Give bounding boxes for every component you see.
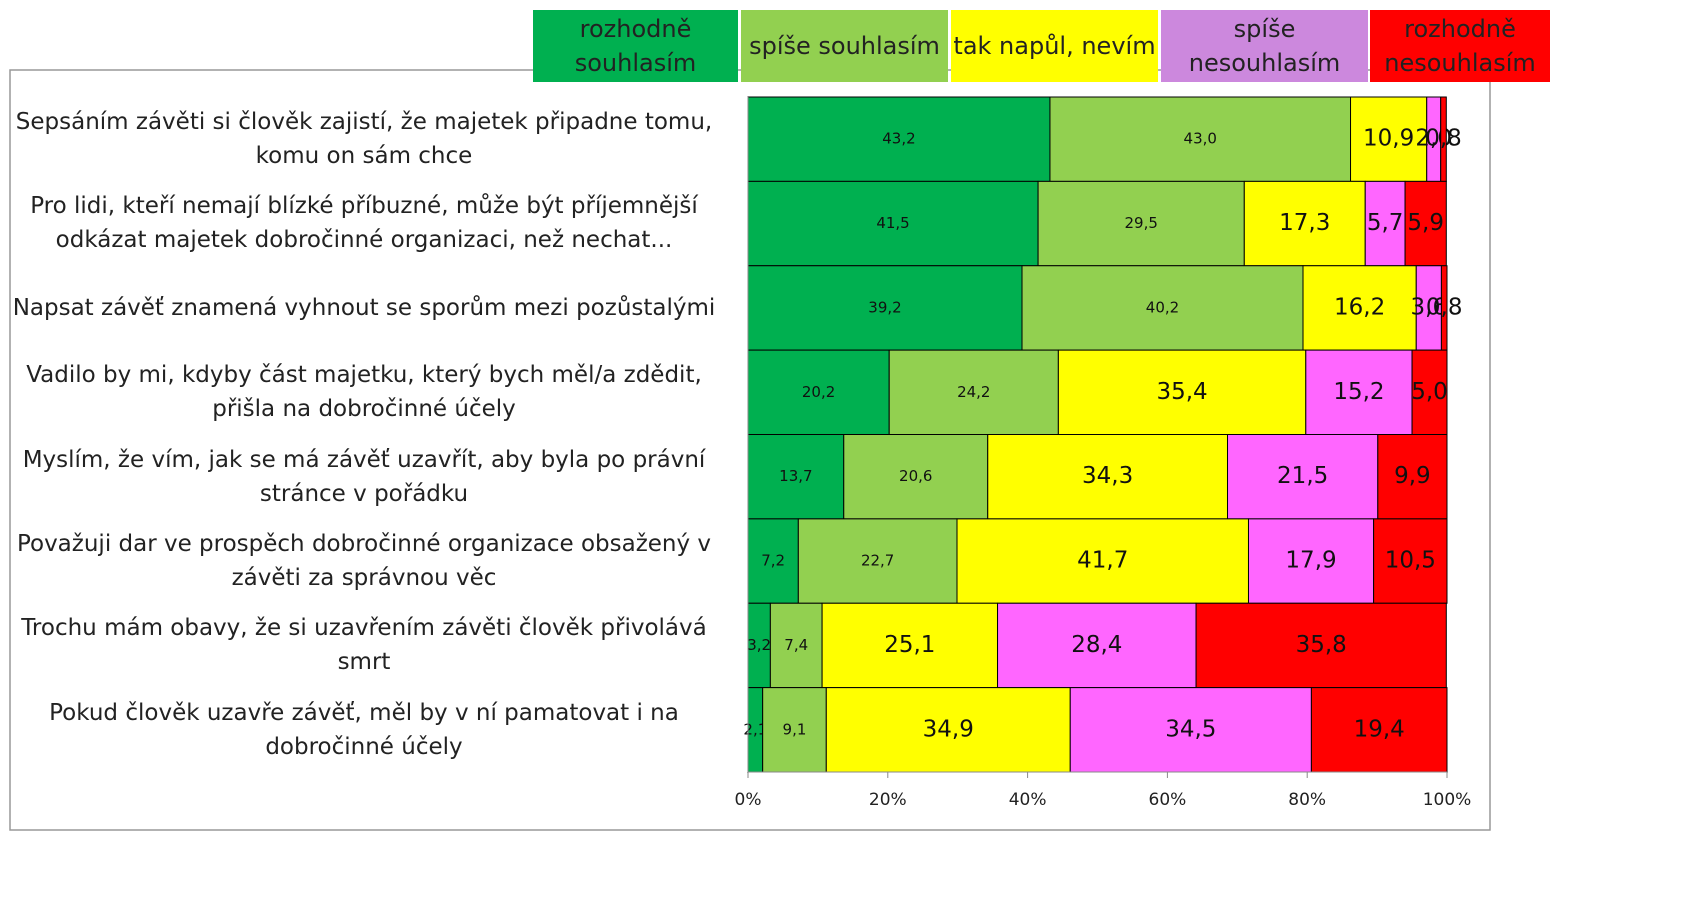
legend-item: rozhodně souhlasím [533,10,738,82]
legend-item: spíše nesouhlasím [1161,10,1368,82]
bar-segment [797,518,958,604]
data-label: 13,7 [779,467,812,485]
legend-item: spíše souhlasím [741,10,948,82]
bar-segment [1195,602,1447,689]
category-label: Trochu mám obavy, že si uzavřením závěti… [21,615,707,676]
data-label: 7,2 [761,552,785,570]
bar-segment [1057,349,1307,435]
bar-segment [1243,180,1366,267]
data-label: 9,9 [1394,463,1431,489]
bar-segment [997,602,1197,689]
data-label: 35,8 [1296,632,1347,658]
bar-segment [1037,180,1245,267]
category-label: Pro lidi, kteří nemají blízké příbuzné, … [30,193,698,254]
bar-segment [821,602,999,689]
bar-segment [1227,434,1379,520]
data-label: 3,2 [747,636,771,654]
data-label: 25,1 [884,632,935,658]
data-label: 41,5 [876,214,909,232]
data-label: 34,3 [1082,463,1133,489]
bar-segment [987,434,1229,520]
x-tick-label: 80% [1288,790,1326,810]
x-tick-label: 100% [1423,790,1472,810]
data-label: 16,2 [1334,294,1385,320]
data-label: 34,9 [923,716,974,742]
data-label: 21,5 [1277,463,1328,489]
x-tick-label: 40% [1009,790,1047,810]
category-label: Napsat závěť znamená vyhnout se sporům m… [12,294,716,321]
data-label: 10,5 [1385,548,1436,574]
legend-item: tak napůl, nevím [951,10,1158,82]
bar-segment [1404,180,1447,267]
bar-segment [1247,518,1375,604]
data-label: 7,4 [784,636,808,654]
bar-segment [1049,96,1352,182]
data-label: 29,5 [1124,214,1157,232]
x-tick-label: 60% [1149,790,1187,810]
category-label: Pokud člověk uzavře závěť, měl by v ní p… [49,699,679,760]
bar-segment [747,265,1023,351]
bar-segment [956,518,1249,604]
bar-segment [825,687,1071,773]
bar-segment [747,434,845,520]
data-label: 34,5 [1165,716,1216,742]
data-label: 35,4 [1156,379,1207,405]
data-label: 17,9 [1285,548,1336,574]
data-label: 5,9 [1407,210,1444,236]
bar-segment [1415,265,1442,351]
data-label: 5,0 [1411,379,1448,405]
category-label: Sepsáním závěti si člověk zajistí, že ma… [15,109,713,169]
data-label: 43,0 [1184,130,1217,148]
bar-segment [1305,349,1413,435]
data-label: 22,7 [861,552,894,570]
bar-segment [1302,265,1417,351]
bar-segment [1373,518,1448,604]
data-label: 43,2 [882,130,915,148]
data-label: 40,2 [1146,298,1179,316]
data-label: 0,8 [1425,126,1462,152]
data-label: 10,9 [1363,126,1414,152]
data-label: 2,1 [743,720,767,738]
category-label: Považuji dar ve prospěch dobročinné orga… [16,530,712,591]
data-label: 15,2 [1333,379,1384,405]
data-label: 19,4 [1354,716,1405,742]
category-label: Myslím, že vím, jak se má závěť uzavřít,… [22,446,706,507]
data-label: 28,4 [1071,632,1122,658]
data-label: 17,3 [1279,210,1330,236]
data-label: 41,7 [1077,548,1128,574]
data-label: 39,2 [868,298,901,316]
data-label: 0,8 [1426,294,1463,320]
data-label: 24,2 [957,383,990,401]
data-label: 20,6 [899,467,932,485]
data-label: 5,7 [1367,210,1404,236]
legend-item: rozhodně nesouhlasím [1370,10,1550,82]
category-label: Vadilo by mi, kdyby část majetku, který … [26,362,702,423]
data-label: 20,2 [802,383,835,401]
bar-segment [747,96,1051,182]
bar-segment [1310,687,1448,773]
x-tick-label: 0% [735,790,762,810]
bar-segment [1069,687,1312,773]
bar-segment [1021,265,1304,351]
x-tick-label: 20% [869,790,907,810]
data-label: 9,1 [783,720,807,738]
bar-segment [888,349,1059,435]
bar-segment [843,434,989,520]
bar-segment [747,349,890,435]
